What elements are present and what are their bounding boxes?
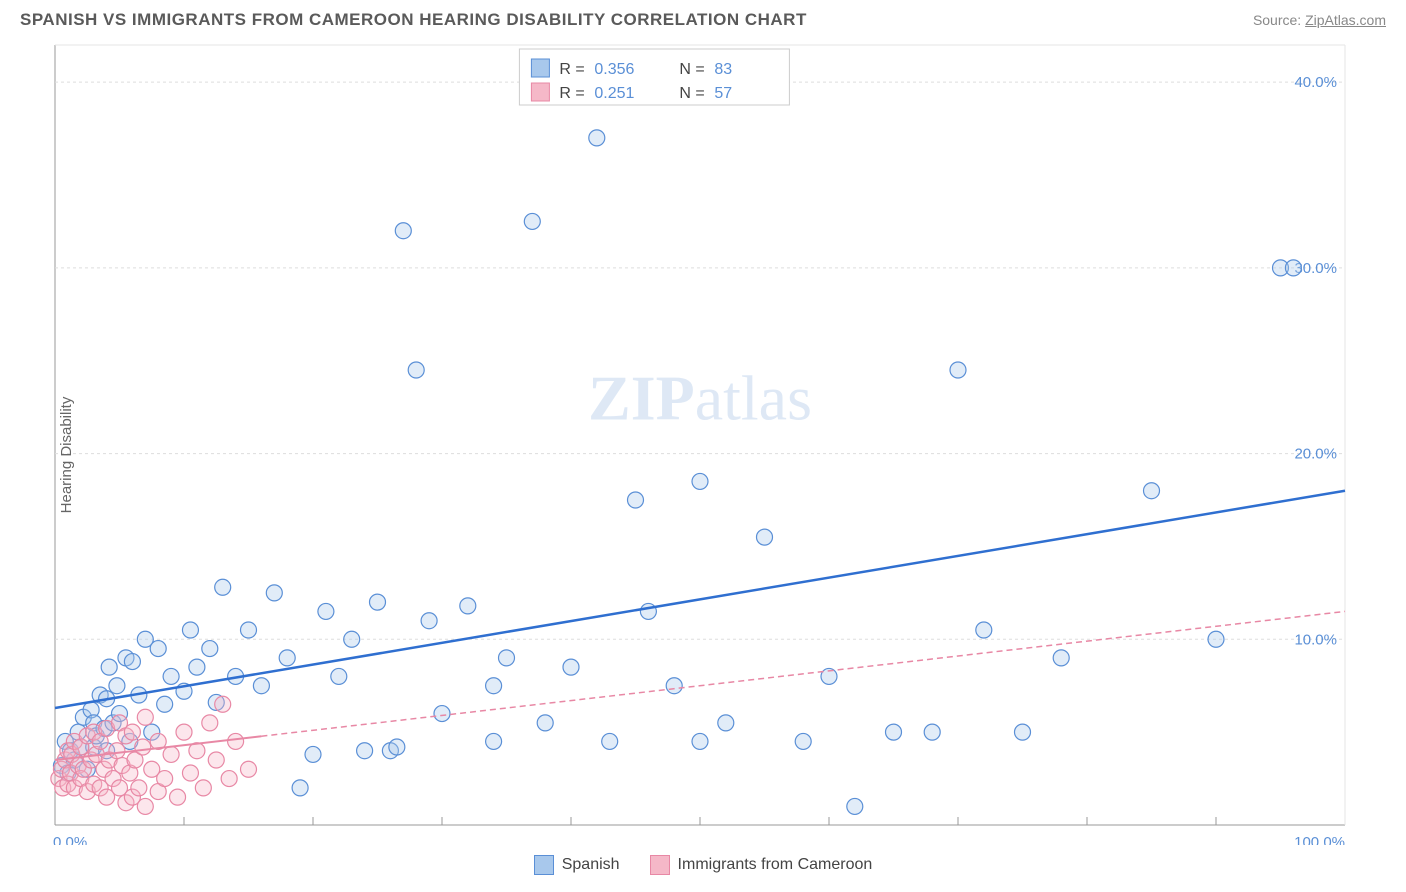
svg-text:20.0%: 20.0%	[1294, 446, 1337, 463]
source-prefix: Source:	[1253, 12, 1305, 28]
legend-item-cameroon: Immigrants from Cameroon	[650, 855, 873, 875]
legend-swatch-spanish	[534, 855, 554, 875]
svg-text:0.251: 0.251	[594, 85, 634, 102]
chart-container: Hearing Disability 10.0%20.0%30.0%40.0%0…	[0, 35, 1406, 875]
svg-text:100.0%: 100.0%	[1294, 834, 1345, 845]
svg-text:57: 57	[714, 85, 732, 102]
svg-text:ZIPatlas: ZIPatlas	[588, 362, 812, 433]
source-attribution: Source: ZipAtlas.com	[1253, 12, 1386, 28]
legend-item-spanish: Spanish	[534, 855, 620, 875]
series-legend: Spanish Immigrants from Cameroon	[0, 855, 1406, 875]
y-axis-label: Hearing Disability	[58, 397, 75, 514]
svg-text:83: 83	[714, 61, 732, 78]
svg-text:0.0%: 0.0%	[53, 834, 87, 845]
svg-text:R =: R =	[559, 85, 584, 102]
scatter-chart: 10.0%20.0%30.0%40.0%0.0%100.0%ZIPatlasR …	[0, 35, 1406, 845]
legend-label-spanish: Spanish	[562, 856, 620, 874]
svg-text:N =: N =	[679, 61, 704, 78]
legend-swatch-cameroon	[650, 855, 670, 875]
svg-text:0.356: 0.356	[594, 61, 634, 78]
svg-text:R =: R =	[559, 61, 584, 78]
chart-title: SPANISH VS IMMIGRANTS FROM CAMEROON HEAR…	[20, 10, 807, 30]
legend-label-cameroon: Immigrants from Cameroon	[678, 856, 873, 874]
svg-text:10.0%: 10.0%	[1294, 631, 1337, 648]
svg-text:40.0%: 40.0%	[1294, 74, 1337, 91]
header: SPANISH VS IMMIGRANTS FROM CAMEROON HEAR…	[0, 0, 1406, 35]
svg-text:N =: N =	[679, 85, 704, 102]
source-link[interactable]: ZipAtlas.com	[1305, 12, 1386, 28]
